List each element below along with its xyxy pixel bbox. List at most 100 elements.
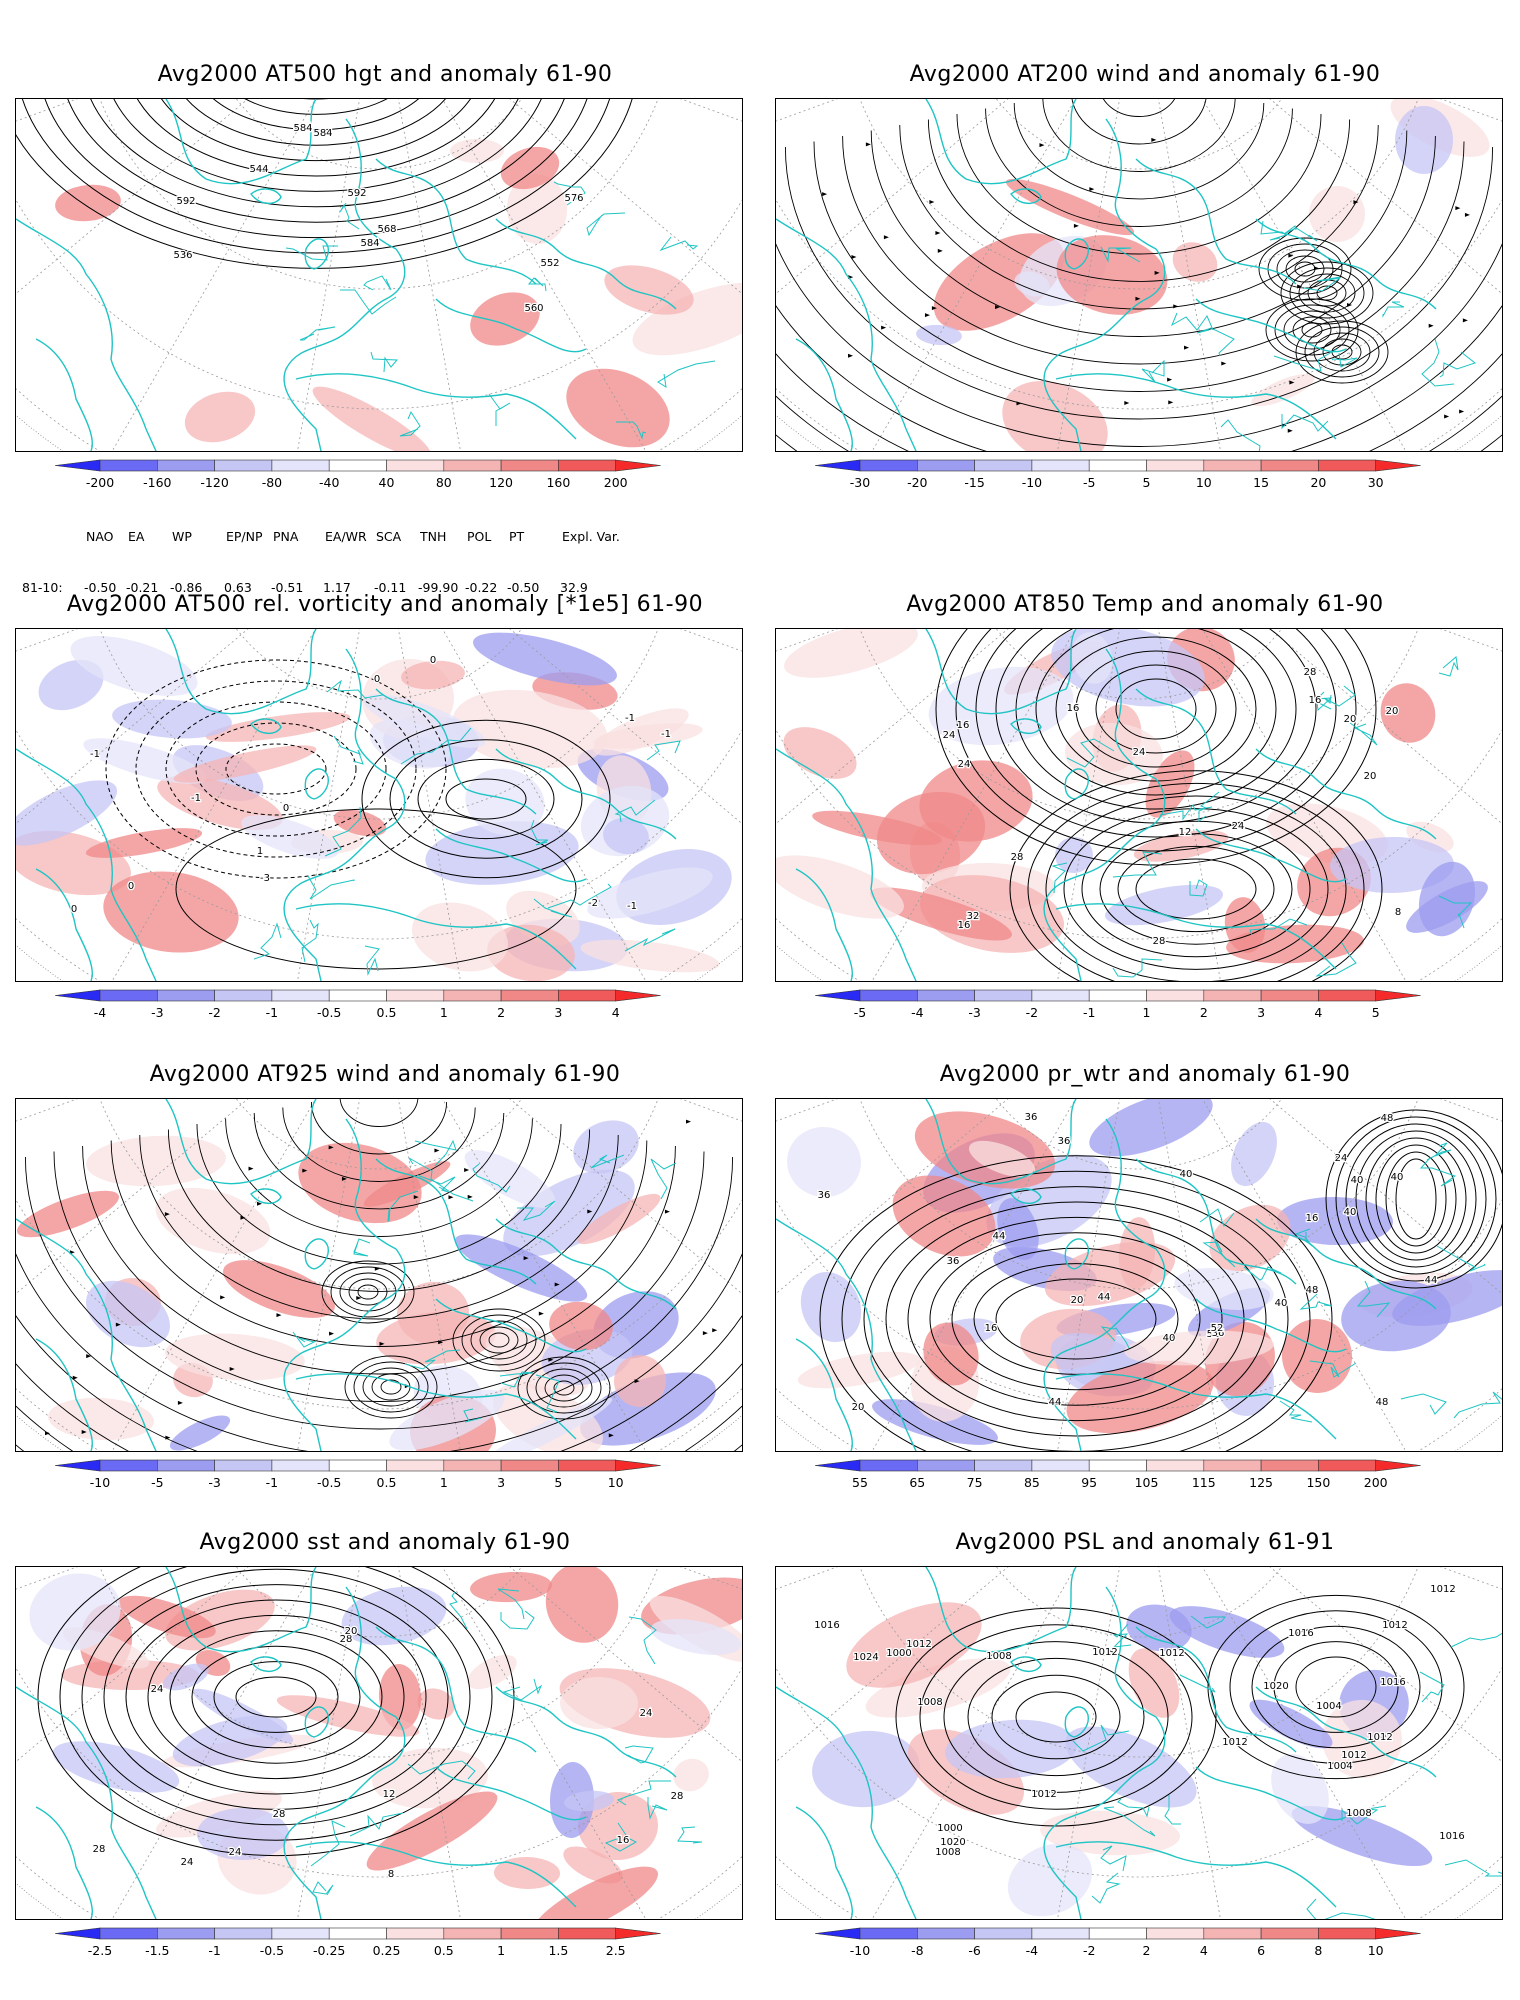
- contour-label: 40: [1344, 1207, 1357, 1218]
- contour-label: 40: [1391, 1172, 1404, 1183]
- contour-label: 0: [128, 881, 134, 892]
- colorbar-arrow-low: [814, 989, 861, 1002]
- colorbar-svg: -10 -5 -3 -1 -0.5 0.5 1 3 5 10: [54, 1459, 661, 1490]
- contour-label: 20: [345, 1626, 358, 1637]
- colorbar-tick-label: 4: [1200, 1943, 1208, 1958]
- colorbar-segment: [386, 1927, 445, 1940]
- anomaly-shading: [916, 99, 1490, 451]
- colorbar-segment: [1088, 459, 1147, 472]
- teleconnection-header: NAO: [86, 529, 114, 544]
- colorbar-tick-label: 8: [1314, 1943, 1322, 1958]
- coastlines: [16, 99, 716, 451]
- anomaly-shading: [16, 632, 732, 981]
- colorbar-segment: [386, 1459, 445, 1472]
- colorbar-segment: [917, 989, 975, 1002]
- colorbar-segment: [1260, 459, 1319, 472]
- colorbar-tick-label: 200: [1364, 1475, 1388, 1490]
- map-svg: [776, 99, 1502, 451]
- colorbar-tick-label: 0.5: [377, 1005, 397, 1020]
- colorbar-tick-label: -1: [266, 1475, 278, 1490]
- contour-label: 28: [93, 1844, 106, 1855]
- contour-label: 0: [71, 904, 77, 915]
- colorbar-tick-label: 2.5: [606, 1943, 626, 1958]
- contour-label: 16: [1067, 703, 1080, 714]
- contour-label: 1016: [1288, 1628, 1313, 1639]
- colorbar-segment: [558, 989, 616, 1002]
- contour-label: -1: [625, 713, 635, 724]
- contour-label: 36: [1058, 1136, 1071, 1147]
- teleconnection-row-label: 81-10:: [22, 580, 63, 595]
- colorbar-arrow-low: [54, 459, 101, 472]
- contour-labels: 1012101610121012100810121008100410161000…: [813, 1583, 1466, 1860]
- colorbar-arrow-low: [54, 989, 101, 1002]
- colorbar-segment: [443, 1927, 502, 1940]
- colorbar-segment: [1318, 1927, 1376, 1940]
- contour-label: 32: [967, 911, 980, 922]
- teleconnection-header: PT: [509, 529, 525, 544]
- teleconnection-value: 1.17: [323, 580, 351, 595]
- colorbar-segment: [1031, 1459, 1090, 1472]
- colorbar-tick-label: 1: [440, 1005, 448, 1020]
- contour-label: 1020: [940, 1837, 965, 1848]
- coastlines: [776, 99, 1477, 451]
- colorbar-segment: [328, 989, 387, 1002]
- panel-title-wind925: Avg2000 AT925 wind and anomaly 61-90: [149, 1062, 621, 1087]
- teleconnection-table: NAO EA WP EP/NP PNA EA/WR SCA TNH POL PT Expl. Var…: [22, 494, 742, 630]
- colorbar-tick-label: 40: [379, 475, 395, 490]
- contour-label: 24: [229, 1847, 242, 1858]
- colorbar-tick-label: -8: [911, 1943, 924, 1958]
- colorbar-tick-label: 10: [1196, 475, 1212, 490]
- colorbar-tick-label: 200: [604, 475, 628, 490]
- colorbar-tick-label: -10: [90, 1475, 110, 1490]
- contour-label: 28: [1304, 667, 1317, 678]
- colorbar-tick-label: -10: [850, 1943, 870, 1958]
- colorbar-tick-label: -6: [968, 1943, 981, 1958]
- contour-label: 1012: [1341, 1750, 1366, 1761]
- contour-label: 1012: [1159, 1648, 1184, 1659]
- colorbar-segment: [1146, 1927, 1205, 1940]
- teleconnection-value: -0.51: [271, 580, 304, 595]
- colorbar-segment: [271, 989, 330, 1002]
- colorbar-prwtr: 55 65 75 85 95 105 115 125 150 200: [814, 1458, 1475, 1496]
- map-svg: 0 0 0 -1 -1 -2 -1 1 -1 -3 -1 0 0: [16, 629, 742, 981]
- colorbar-segment: [974, 989, 1033, 1002]
- colorbar-segment: [443, 989, 502, 1002]
- colorbar-tick-label: 120: [489, 475, 513, 490]
- colorbar-segment: [558, 1459, 616, 1472]
- colorbar-tick-label: 3: [1257, 1005, 1265, 1020]
- contour-label: -2: [588, 898, 598, 909]
- colorbar-arrow-high: [615, 459, 661, 472]
- map-wind925: [15, 1098, 743, 1452]
- colorbar-segment: [917, 459, 975, 472]
- colorbar-segment: [500, 989, 559, 1002]
- contour-label: 1012: [1430, 1584, 1455, 1595]
- colorbar-tick-label: 0.5: [377, 1475, 397, 1490]
- colorbar-segment: [328, 1927, 387, 1940]
- map-wind200: [775, 98, 1503, 452]
- colorbar-tick-label: 30: [1368, 475, 1384, 490]
- contour-label: 20: [1386, 706, 1399, 717]
- contour-label: 1012: [1092, 1647, 1117, 1658]
- colorbar-segment: [974, 1927, 1033, 1940]
- map-temp850: 24 20 16 8 12 16 20 32 28 28 24 28 24 20 16 16 24: [775, 628, 1503, 982]
- colorbar-tick-label: -2: [1083, 1943, 1095, 1958]
- teleconnection-header: TNH: [420, 529, 447, 544]
- colorbar-segment: [859, 1927, 918, 1940]
- colorbar-tick-label: -1.5: [145, 1943, 169, 1958]
- colorbar-tick-label: -15: [964, 475, 984, 490]
- contour-label: 1008: [935, 1847, 960, 1858]
- colorbar-segment: [99, 1459, 158, 1472]
- contour-label: 48: [1376, 1397, 1389, 1408]
- colorbar-tick-label: -40: [319, 475, 339, 490]
- colorbar-tick-label: 150: [1306, 1475, 1330, 1490]
- contour-label: 24: [1232, 821, 1245, 832]
- contour-label: 1012: [1222, 1737, 1247, 1748]
- colorbar-segment: [443, 1459, 502, 1472]
- contour-label: 36: [1025, 1112, 1038, 1123]
- colorbar-segment: [859, 459, 918, 472]
- colorbar-arrow-high: [615, 1927, 661, 1940]
